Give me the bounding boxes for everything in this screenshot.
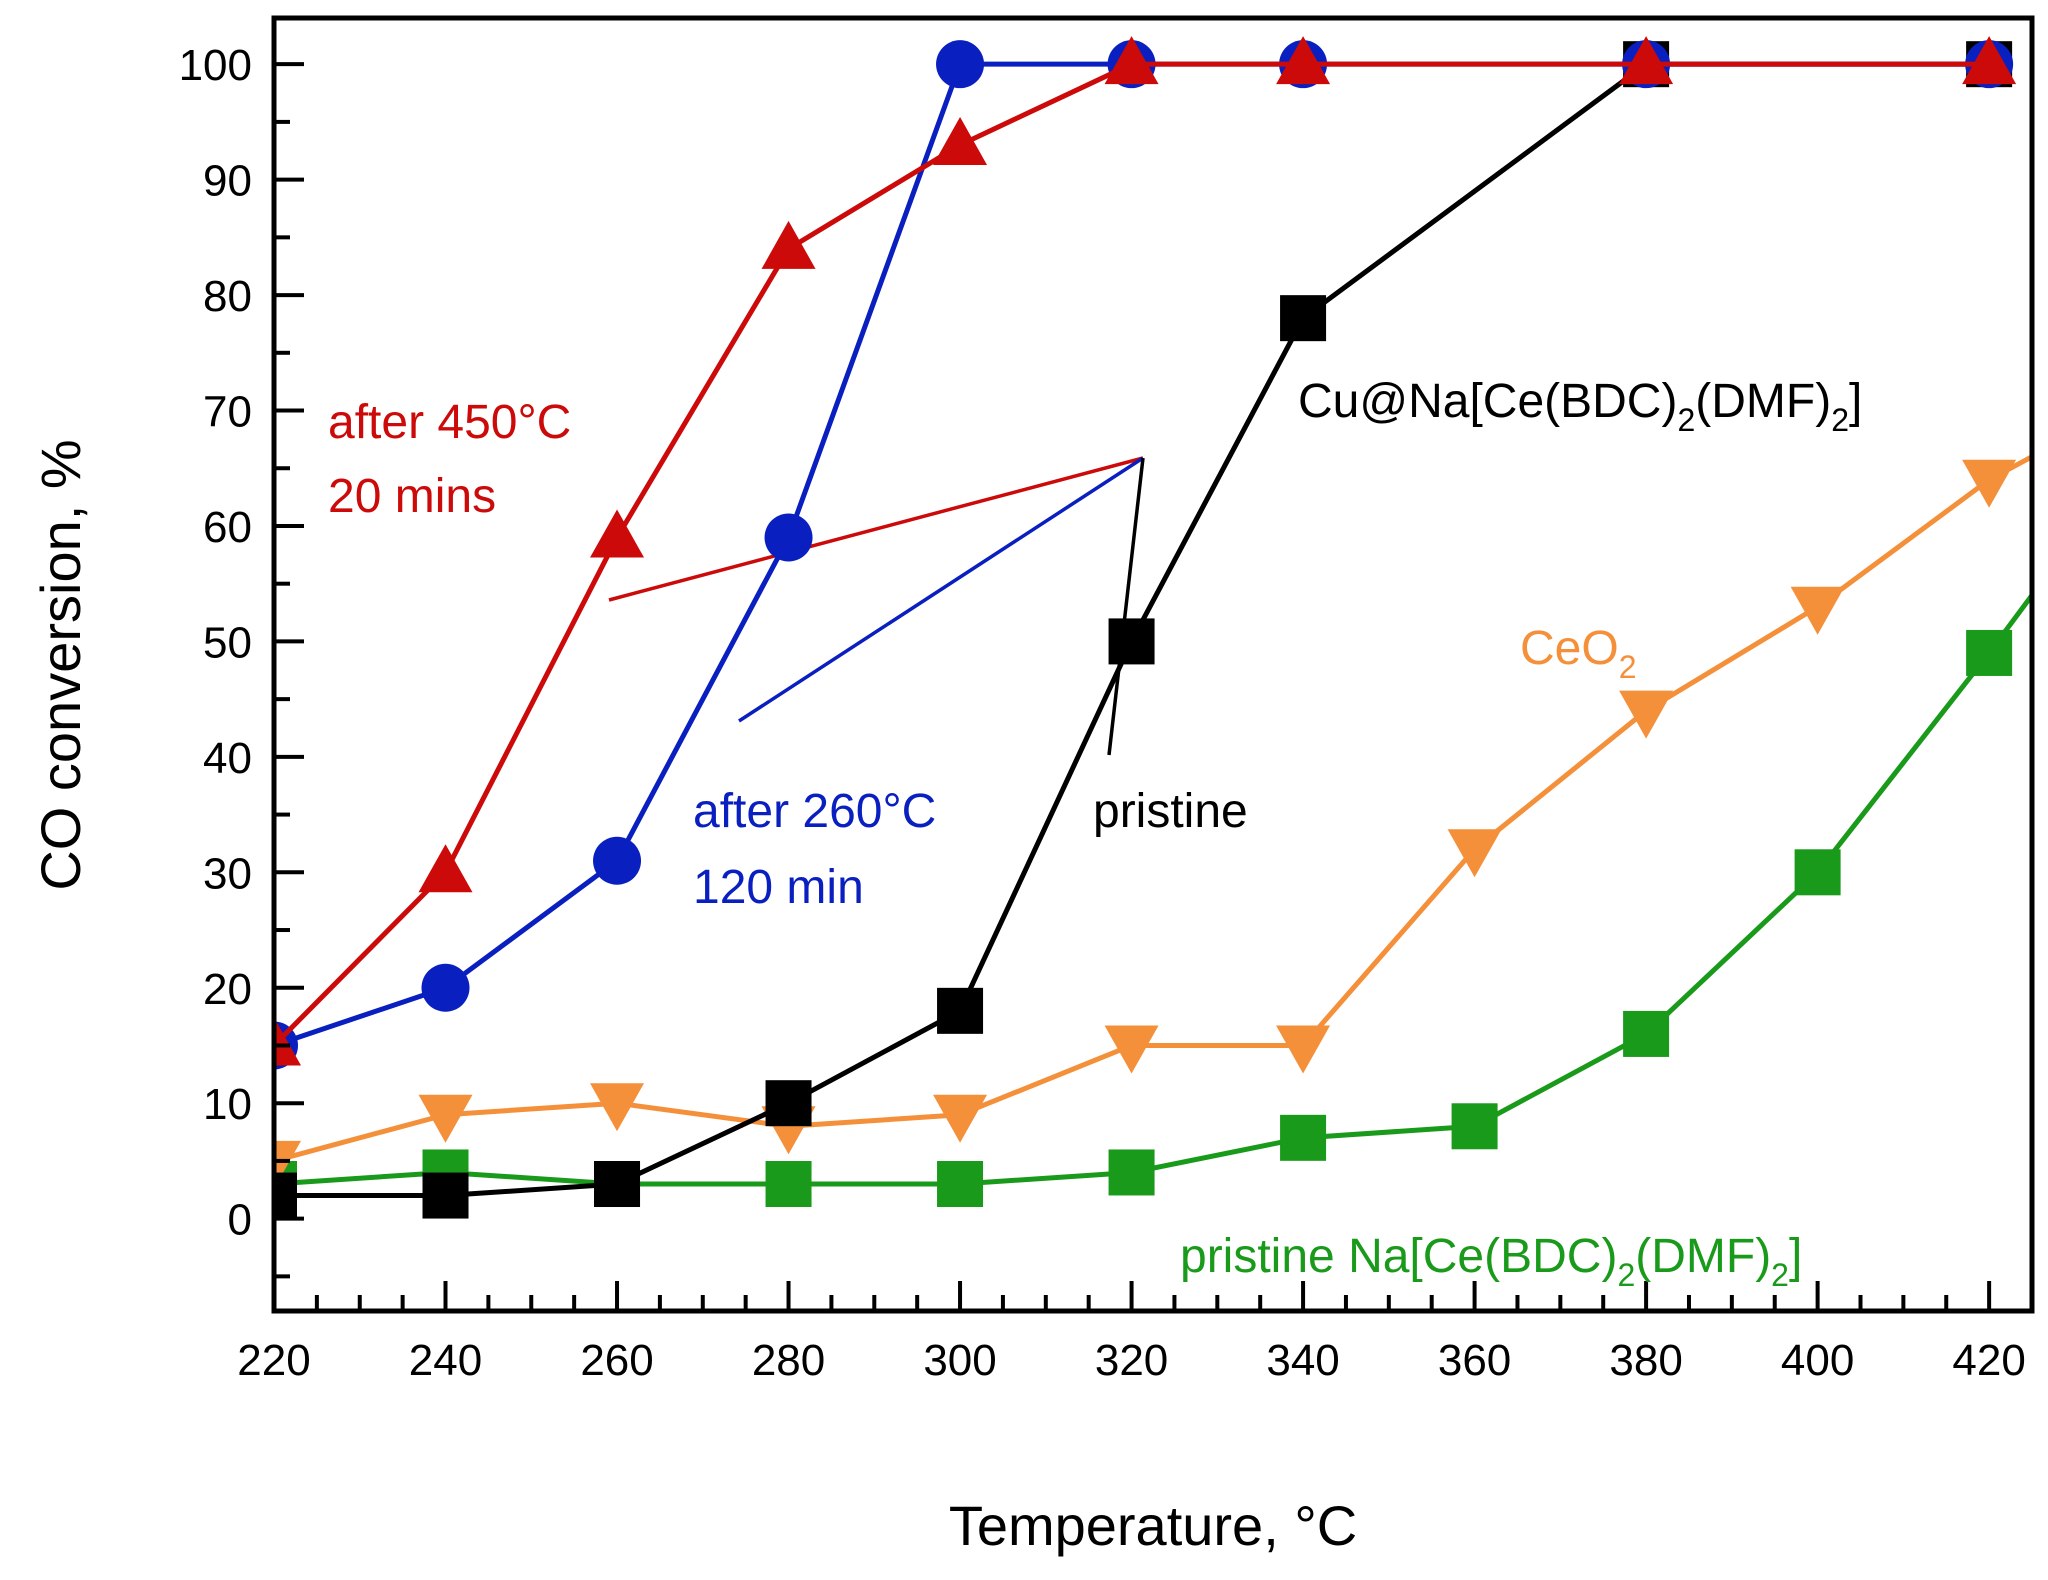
ticks	[272, 62, 2034, 1311]
data-point-triangle-up	[418, 844, 473, 893]
data-point-square	[1966, 629, 2013, 676]
ceo2-sub: 2	[1619, 649, 1637, 685]
data-point-triangle-up	[1962, 36, 2017, 85]
annotation-catalyst: Cu@Na[Ce(BDC)2(DMF)2]	[1298, 375, 1862, 438]
x-tick-label: 280	[752, 1336, 825, 1385]
data-point-triangle-down	[1619, 690, 1674, 739]
x-tick-label: 360	[1438, 1336, 1511, 1385]
data-point-triangle-down	[1962, 459, 2017, 508]
data-point-square	[937, 1161, 984, 1208]
data-point-square	[594, 1161, 641, 1208]
pointer-line	[738, 456, 1144, 723]
y-tick-label: 20	[203, 965, 252, 1014]
data-point-square	[1623, 1010, 1670, 1057]
x-tick-label: 260	[580, 1336, 653, 1385]
y-tick-label: 80	[203, 272, 252, 321]
data-point-circle	[421, 963, 470, 1012]
x-tick-label: 220	[237, 1336, 310, 1385]
series-line	[274, 454, 2032, 1164]
data-point-circle	[936, 40, 985, 89]
data-point-square	[274, 1172, 297, 1219]
data-point-square	[422, 1172, 469, 1219]
catalyst-sub2: 2	[1831, 402, 1849, 438]
data-point-square	[1108, 1149, 1155, 1196]
x-tick-label: 300	[923, 1336, 996, 1385]
x-axis-title: Temperature, °C	[949, 1494, 1357, 1557]
plot-frame	[271, 15, 2035, 1314]
y-axis-title: CO conversion, %	[29, 439, 92, 890]
data-point-triangle-up	[761, 220, 816, 269]
x-tick-label: 240	[409, 1336, 482, 1385]
data-point-square	[1108, 618, 1155, 665]
series-line	[274, 593, 2032, 1187]
y-tick-label: 90	[203, 157, 252, 206]
data-point-square	[937, 987, 984, 1034]
data-point-square	[765, 1080, 812, 1127]
data-point-triangle-up	[1276, 36, 1331, 85]
data-point-circle	[764, 513, 813, 562]
pointer-lines	[608, 456, 1145, 756]
data-point-triangle-down	[933, 1094, 988, 1143]
series-pristine-na-ce-bdc-2-dmf-2-	[274, 593, 2032, 1208]
series-after-450-c-20-mins	[274, 36, 2017, 1066]
data-point-triangle-up	[590, 509, 645, 558]
data-point-square	[765, 1161, 812, 1208]
catalyst-suffix: ]	[1849, 375, 1862, 428]
data-point-triangle-down	[590, 1083, 645, 1132]
data-point-square	[1451, 1103, 1498, 1150]
data-point-circle	[593, 836, 642, 885]
annotation-120-min: 120 min	[693, 861, 864, 914]
series-layer	[274, 36, 2032, 1219]
y-tick-label: 60	[203, 503, 252, 552]
annotation-pristine: pristine	[1093, 785, 1248, 838]
data-point-triangle-down	[1447, 829, 1502, 878]
annotation-after-450: after 450°C	[328, 396, 571, 449]
catalyst-prefix: Cu@Na[Ce(BDC)	[1298, 375, 1677, 428]
catalyst-sub1: 2	[1677, 402, 1695, 438]
y-tick-label: 50	[203, 618, 252, 667]
data-point-triangle-down	[1276, 1025, 1331, 1074]
y-tick-label: 70	[203, 388, 252, 437]
y-tick-label: 10	[203, 1080, 252, 1129]
data-point-triangle-down	[1104, 1025, 1159, 1074]
y-tick-label: 0	[228, 1196, 252, 1245]
x-tick-label: 380	[1609, 1336, 1682, 1385]
y-tick-label: 40	[203, 734, 252, 783]
y-tick-label: 30	[203, 849, 252, 898]
pointer-line	[608, 456, 1144, 602]
data-point-triangle-down	[1790, 586, 1845, 635]
data-point-square	[1794, 849, 1841, 896]
data-point-triangle-down	[418, 1094, 473, 1143]
catalyst-mid: (DMF)	[1695, 375, 1831, 428]
green-mid: (DMF)	[1635, 1230, 1771, 1283]
data-point-triangle-up	[1104, 36, 1159, 85]
data-point-square	[1280, 295, 1327, 342]
annotation-green: pristine Na[Ce(BDC)2(DMF)2]	[1180, 1230, 1802, 1293]
green-suffix: ]	[1789, 1230, 1802, 1283]
x-tick-label: 400	[1781, 1336, 1854, 1385]
annotation-after-260: after 260°C	[693, 785, 936, 838]
x-tick-label: 340	[1266, 1336, 1339, 1385]
y-tick-label: 100	[179, 41, 252, 90]
x-tick-label: 320	[1095, 1336, 1168, 1385]
annotation-20-mins: 20 mins	[328, 470, 496, 523]
green-sub2: 2	[1771, 1257, 1789, 1293]
green-sub1: 2	[1617, 1257, 1635, 1293]
x-tick-label: 420	[1952, 1336, 2025, 1385]
data-point-square	[1280, 1114, 1327, 1161]
data-point-triangle-up	[1619, 36, 1674, 85]
tick-labels: 220 240 260 280 300 320 340 360 380 400 4200102030…	[179, 41, 2026, 1385]
green-prefix: pristine Na[Ce(BDC)	[1180, 1230, 1617, 1283]
pointer-line	[1107, 457, 1145, 756]
annotation-ceo2: CeO2	[1520, 622, 1637, 685]
data-point-triangle-up	[933, 116, 988, 165]
ceo2-prefix: CeO	[1520, 622, 1619, 675]
data-point-triangle-up	[274, 1017, 301, 1066]
